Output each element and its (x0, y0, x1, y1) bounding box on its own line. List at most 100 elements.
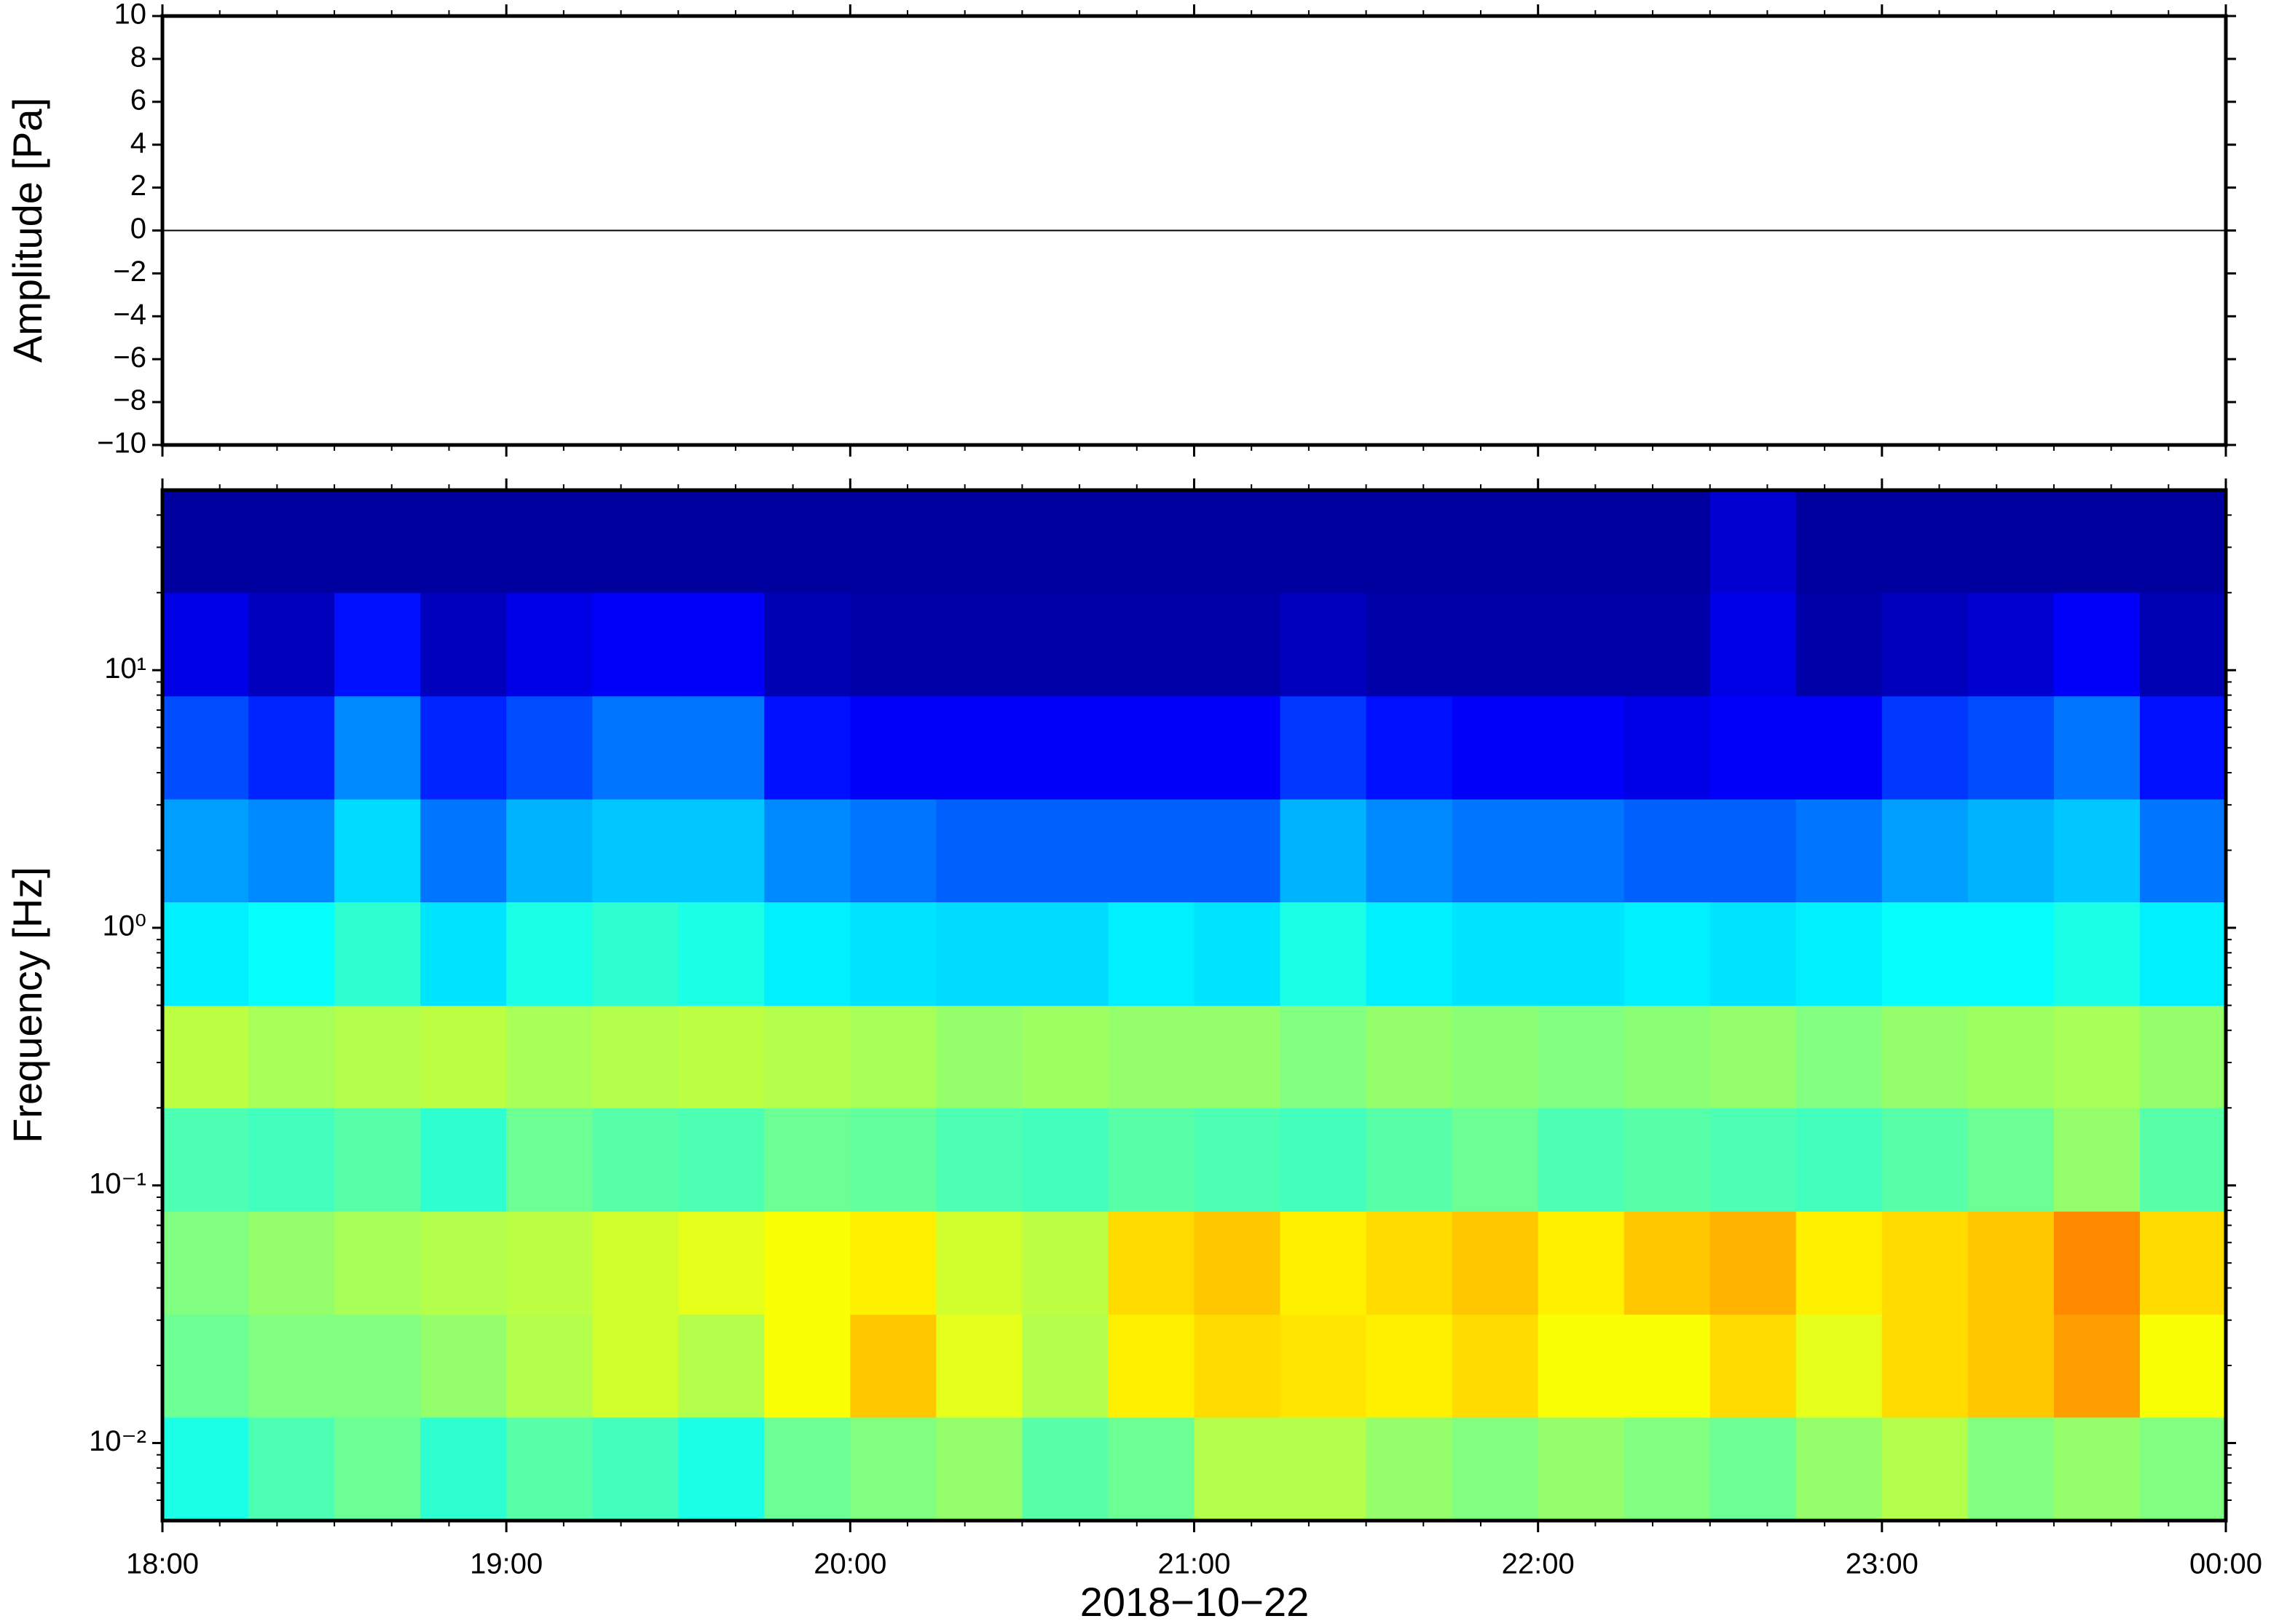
cell (506, 1417, 593, 1521)
cell (1194, 902, 1281, 1006)
cell (1623, 1417, 1711, 1521)
cell (2139, 1417, 2227, 1521)
cell (162, 592, 249, 697)
cell (1194, 799, 1281, 903)
cell (1881, 799, 1969, 903)
cell (1022, 902, 1109, 1006)
cell (1108, 1108, 1194, 1212)
cell (162, 1314, 249, 1418)
cell (592, 695, 679, 800)
cell (1022, 1211, 1109, 1315)
cell (1366, 1211, 1453, 1315)
x-tick-label: 22:00 (1502, 1548, 1575, 1580)
cell (1108, 1211, 1194, 1315)
cell (1194, 592, 1281, 697)
cell (2139, 799, 2227, 903)
cell (2053, 1314, 2141, 1418)
cell (1795, 695, 1883, 800)
cell (506, 1211, 593, 1315)
cell (1709, 1005, 1797, 1108)
cell (1366, 490, 1453, 594)
cell (1795, 490, 1883, 594)
cell (506, 592, 593, 697)
cell (1366, 1108, 1453, 1212)
cell (1108, 1314, 1194, 1418)
x-tick-label: 20:00 (814, 1548, 886, 1580)
cell (850, 592, 937, 697)
cell (506, 695, 593, 800)
cell (506, 1108, 593, 1212)
y-tick-label: 10⁰ (102, 910, 146, 942)
cell (936, 592, 1023, 697)
cell (1623, 1314, 1711, 1418)
cell (1623, 799, 1711, 903)
cell (1280, 695, 1367, 800)
cell (1881, 1211, 1969, 1315)
cell (1881, 902, 1969, 1006)
cell (1795, 1005, 1883, 1108)
cell (764, 695, 851, 800)
cell (1709, 695, 1797, 800)
cell (1452, 1211, 1539, 1315)
cell (1194, 1108, 1281, 1212)
cell (506, 490, 593, 594)
cell (506, 1005, 593, 1108)
cell (1967, 1211, 2055, 1315)
cell (1452, 799, 1539, 903)
cell (1881, 592, 1969, 697)
cell (334, 592, 421, 697)
cell (1795, 799, 1883, 903)
cell (248, 902, 335, 1006)
cell (162, 1417, 249, 1521)
cell (1709, 799, 1797, 903)
cell (334, 799, 421, 903)
y-tick-label: 10⁻¹ (89, 1167, 146, 1199)
cell (1881, 1108, 1969, 1212)
cell (764, 799, 851, 903)
cell (1967, 902, 2055, 1006)
cell (1366, 799, 1453, 903)
cell (248, 1417, 335, 1521)
cell (678, 799, 765, 903)
cell (1280, 1005, 1367, 1108)
cell (162, 902, 249, 1006)
cell (2053, 592, 2141, 697)
cell (1280, 592, 1367, 697)
cell (1538, 1108, 1625, 1212)
cell (764, 490, 851, 594)
cell (850, 1211, 937, 1315)
cell (248, 799, 335, 903)
cell (1452, 1314, 1539, 1418)
cell (1623, 490, 1711, 594)
cell (1881, 490, 1969, 594)
cell (1452, 592, 1539, 697)
cell (936, 1108, 1023, 1212)
cell (334, 1417, 421, 1521)
cell (678, 1211, 765, 1315)
cell (420, 1108, 507, 1212)
cell (162, 1005, 249, 1108)
cell (1967, 1417, 2055, 1521)
cell (420, 592, 507, 697)
cell (1194, 1314, 1281, 1418)
cell (248, 592, 335, 697)
cell (1194, 1417, 1281, 1521)
cell (592, 1417, 679, 1521)
y-tick-label: 4 (130, 127, 146, 159)
cell (334, 1108, 421, 1212)
cell (2139, 490, 2227, 594)
cell (850, 1005, 937, 1108)
cell (1881, 1417, 1969, 1521)
cell (1967, 695, 2055, 800)
cell (850, 490, 937, 594)
cell (1280, 1211, 1367, 1315)
cell (1452, 695, 1539, 800)
cell (420, 1211, 507, 1315)
cell (1538, 902, 1625, 1006)
cell (1795, 1211, 1883, 1315)
cell (2139, 1108, 2227, 1212)
cell (1366, 1417, 1453, 1521)
cell (1280, 490, 1367, 594)
cell (334, 695, 421, 800)
